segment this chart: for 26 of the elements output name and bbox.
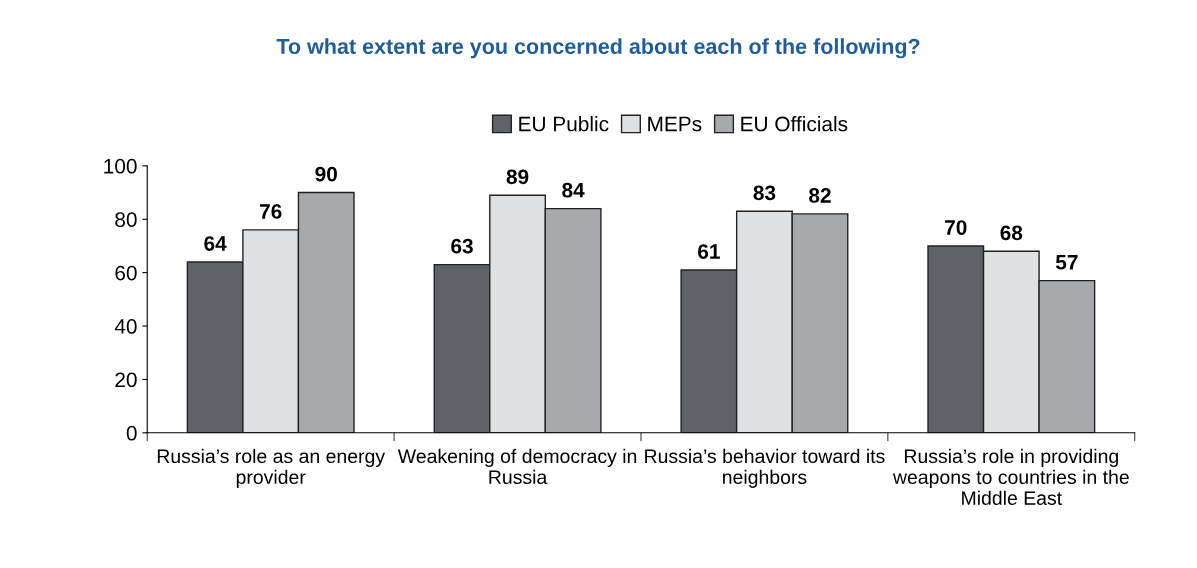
x-tick-label: Russia’s behavior toward its neighbors [645, 448, 885, 488]
y-tick-label: 0 [126, 425, 137, 441]
chart-title: To what extent are you concerned about each of the following? [276, 38, 920, 59]
data-label: 61 [698, 244, 720, 259]
data-label: 76 [259, 204, 282, 219]
data-label: 84 [562, 182, 585, 198]
x-tick-label: Russia’s role in providing weapons to countries in the Middle East [892, 448, 1129, 505]
legend-label: EU Public [519, 116, 609, 132]
y-tick-label: 80 [115, 212, 137, 227]
data-label: 68 [1000, 225, 1023, 241]
y-tick-label: 20 [115, 372, 137, 388]
data-label: 89 [506, 169, 529, 185]
y-tick-label: 60 [115, 265, 137, 281]
data-label: 83 [753, 185, 776, 201]
x-tick-label: Russia’s role as an energy provider [157, 448, 386, 488]
legend-label: EU Officials [741, 116, 848, 132]
legend-label: MEPs [648, 116, 702, 132]
data-label: 63 [451, 238, 473, 254]
data-label: 57 [1055, 255, 1078, 270]
y-tick-label: 100 [104, 158, 137, 174]
data-label: 64 [204, 236, 227, 251]
x-tick-label: Weakening of democracy in Russia [397, 448, 637, 485]
y-tick-label: 40 [114, 319, 137, 334]
data-label: 90 [315, 166, 337, 182]
data-label: 70 [945, 220, 967, 235]
data-label: 82 [809, 188, 831, 203]
